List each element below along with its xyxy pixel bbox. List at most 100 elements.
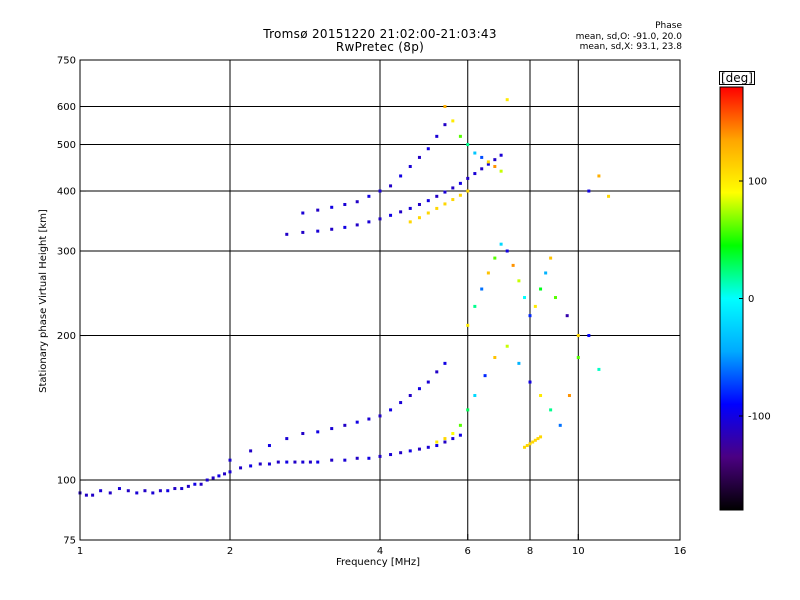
x-axis-ticks: 1 2 4 6 8 10 16 [77,534,686,557]
scatter-point [523,296,527,300]
scatter-point [211,476,215,480]
scatter-point [367,194,371,198]
scatter-point [173,487,177,491]
scatter-point [355,456,359,460]
x-tick-label: 10 [572,546,585,557]
scatter-point [435,444,439,448]
scatter-point [426,380,430,384]
colorbar-tick-label: -100 [748,412,771,423]
scatter-point [399,451,403,455]
scatter-point [367,456,371,460]
scatter-point [399,174,403,178]
scatter-point [158,489,162,493]
colorbar-unit-label: [deg] [719,71,755,85]
scatter-point [378,217,382,221]
scatter-point [316,208,320,212]
y-tick-label: 400 [57,187,76,198]
phase-heading: Phase [655,21,682,31]
scatter-point [378,414,382,418]
scatter-point [443,123,447,127]
scatter-point [458,193,462,197]
scatter-point [301,432,305,436]
scatter-point [499,169,503,173]
scatter-point [587,334,591,338]
scatter-point [528,314,532,318]
y-axis-label: Stationary phase Virtual Height [km] [38,209,49,393]
scatter-point [417,155,421,159]
scatter-point [378,189,382,193]
scatter-point [389,213,393,217]
scatter-point [316,460,320,464]
scatter-point [553,296,557,300]
scatter-point [389,453,393,457]
scatter-point [408,164,412,168]
scatter-point [343,202,347,206]
scatter-point [458,181,462,185]
scatter-point [443,440,447,444]
scatter-point [330,205,334,209]
grid-lines [80,60,680,540]
scatter-point [367,220,371,224]
scatter-point [108,491,112,495]
scatter-points [78,98,611,497]
scatter-point [576,355,580,359]
y-axis-ticks: 75 100 200 300 400 500 600 750 [57,56,86,547]
scatter-point [343,423,347,427]
scatter-point [293,460,297,464]
scatter-point [389,184,393,188]
scatter-point [443,190,447,194]
scatter-point [517,361,521,365]
scatter-point [597,367,601,371]
scatter-point [199,482,203,486]
scatter-point [435,194,439,198]
scatter-point [301,460,305,464]
scatter-point [330,458,334,462]
scatter-point [533,438,537,442]
scatter-point [473,394,477,398]
y-tick-label: 300 [57,247,76,258]
scatter-point [343,458,347,462]
scatter-point [267,444,271,448]
scatter-point [443,105,447,109]
scatter-point [426,211,430,215]
chart-title: Tromsø 20151220 21:02:00-21:03:43 [263,27,497,41]
scatter-point [587,189,591,193]
scatter-point [511,263,515,267]
scatter-point [91,493,95,497]
scatter-point [473,304,477,308]
scatter-point [355,200,359,204]
scatter-point [408,394,412,398]
scatter-point [408,206,412,210]
scatter-point [466,408,470,412]
x-axis-label: Frequency [MHz] [336,557,421,568]
scatter-point [505,344,509,348]
colorbar-ticks: -100 0 100 [739,177,771,423]
scatter-point [249,464,253,468]
scatter-point [451,119,455,123]
scatter-point [249,449,253,453]
scatter-point [466,143,470,147]
scatter-point [426,199,430,203]
scatter-point [567,394,571,398]
scatter-point [451,186,455,190]
y-tick-label: 200 [57,331,76,342]
scatter-point [316,430,320,434]
scatter-point [143,489,147,493]
scatter-point [355,420,359,424]
scatter-point [493,256,497,260]
scatter-point [435,370,439,374]
scatter-point [367,417,371,421]
scatter-point [239,466,243,470]
scatter-point [417,447,421,451]
scatter-point [180,487,184,491]
scatter-point [493,158,497,162]
scatter-point [285,437,289,441]
scatter-point [343,225,347,229]
scatter-point [117,487,121,491]
scatter-point [228,458,232,462]
scatter-point [84,493,88,497]
scatter-point [466,189,470,193]
y-tick-label: 75 [63,536,76,547]
scatter-point [480,287,484,291]
scatter-point [301,230,305,234]
